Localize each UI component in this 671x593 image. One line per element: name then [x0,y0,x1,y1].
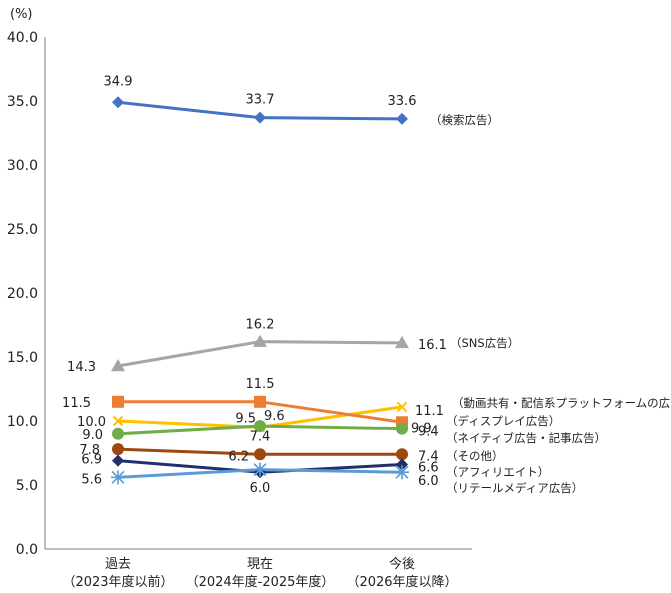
data-label: 9.5 [235,411,256,426]
data-label: 9.0 [82,428,103,443]
data-point-marker [254,448,266,461]
y-tick-label: 5.0 [16,478,38,494]
y-ticks: 0.0 5.0 10.0 15.0 20.0 25.0 30.0 35.0 40.0 [7,30,38,558]
data-labels: 34.9 33.7 33.6 14.3 16.2 16.1 10.0 9.5 11.1 11.5 1… [62,74,447,496]
data-point-marker [253,462,267,477]
y-tick-label: 20.0 [7,286,38,302]
data-point-marker [112,443,124,456]
data-label: 34.9 [104,74,133,89]
x-category-sublabel: （2024年度-2025年度） [186,574,335,590]
data-point-marker [112,395,124,408]
data-point-marker [395,465,409,480]
data-label: 7.8 [79,443,100,458]
y-tick-label: 40.0 [7,30,38,46]
y-tick-label: 25.0 [7,222,38,238]
x-category-label: 今後 [389,556,415,572]
data-point-marker [396,458,408,471]
data-label: 7.4 [418,449,439,464]
data-label: 9.4 [418,425,439,440]
series-name-label: （検索広告） [430,113,499,127]
data-point-marker [112,415,124,427]
data-label: 9.6 [264,409,285,424]
data-label: 16.2 [246,318,275,333]
series-name-label: （SNS広告） [450,336,519,350]
y-tick-label: 10.0 [7,414,38,430]
data-label: 6.6 [418,461,439,476]
series-name-label: （アフィリエイト） [446,465,549,479]
data-label: 9.9 [411,421,432,436]
data-label: 11.1 [415,404,444,419]
series-name-label: （動画共有・配信系プラットフォームの広告） [452,396,671,410]
data-point-marker [396,422,408,435]
data-label: 16.1 [418,338,447,353]
data-label: 33.6 [388,94,417,109]
data-label: 11.5 [246,377,275,392]
y-unit-label: (%) [10,7,33,22]
data-point-marker [254,111,266,124]
y-tick-label: 15.0 [7,350,38,366]
series-name-label: （ネイティブ広告・記事広告） [446,431,606,445]
series-name-label: （その他） [446,449,504,463]
data-point-marker [111,358,125,372]
x-category-label: 過去 [105,557,131,572]
y-tick-label: 35.0 [7,94,38,110]
data-label: 6.0 [250,481,271,496]
data-label: 5.6 [81,472,102,487]
data-point-marker [254,420,266,433]
series-name-label: （リテールメディア広告） [446,481,583,495]
series-markers [111,96,409,485]
series-name-label: （ディスプレイ広告） [446,414,560,428]
y-tick-label: 30.0 [7,158,38,174]
series-names: （検索広告） （SNS広告） （動画共有・配信系プラットフォームの広告） （ディスプレ… [430,113,671,495]
data-label: 6.0 [418,474,439,489]
x-categories: 過去 （2023年度以前） 現在 （2024年度-2025年度） 今後 （2026年度以降… [62,556,457,590]
data-point-marker [395,335,409,349]
data-label: 6.9 [81,453,102,468]
data-point-marker [111,470,125,485]
data-point-marker [254,395,266,408]
data-label: 10.0 [77,415,106,430]
x-category-label: 現在 [247,557,273,572]
data-point-marker [396,401,408,413]
data-point-marker [112,454,124,467]
data-label: 33.7 [246,93,275,108]
data-label: 11.5 [62,396,91,411]
x-category-sublabel: （2026年度以降） [346,574,457,590]
axes [44,37,472,550]
data-point-marker [112,427,124,440]
x-category-sublabel: （2023年度以前） [62,574,173,590]
data-label: 6.2 [228,450,249,465]
data-point-marker [253,334,267,347]
data-label: 7.4 [250,429,271,444]
y-tick-label: 0.0 [16,542,38,558]
data-point-marker [396,448,408,461]
data-point-marker [396,112,408,125]
data-label: 14.3 [67,360,96,375]
data-point-marker [112,96,124,109]
